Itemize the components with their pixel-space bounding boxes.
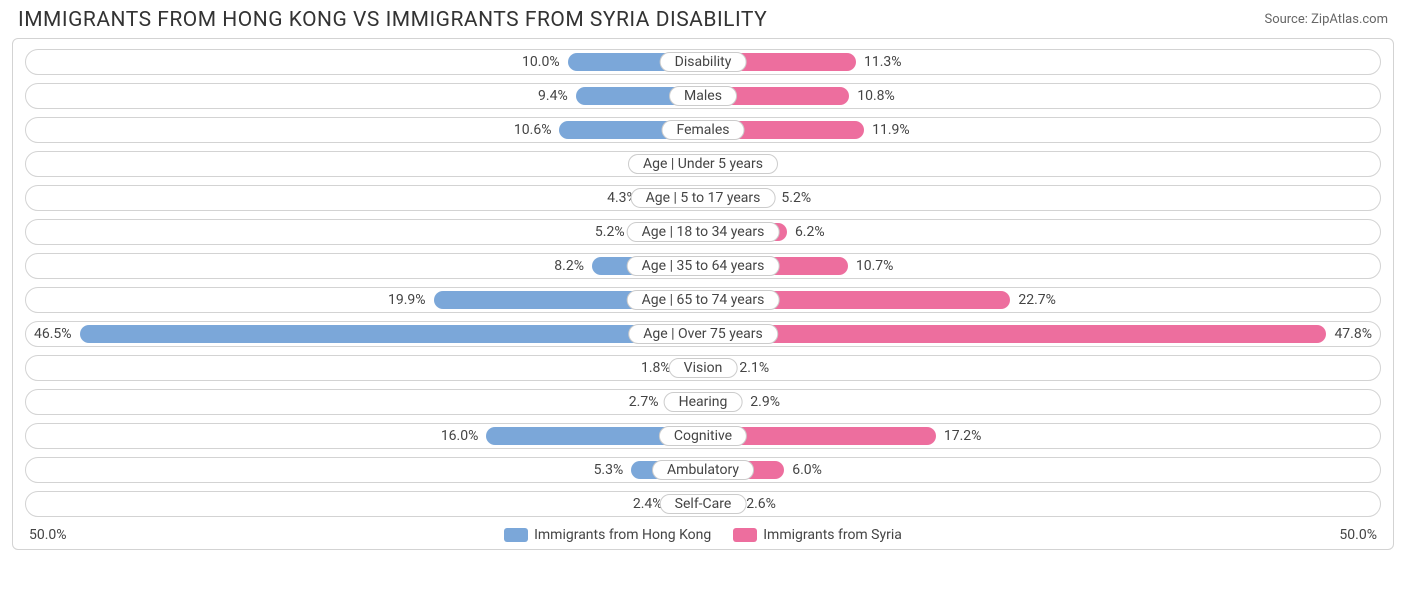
category-pill: Self-Care	[660, 494, 747, 514]
chart-row: 5.3% 6.0% Ambulatory	[25, 457, 1381, 483]
category-pill: Age | 5 to 17 years	[631, 188, 776, 208]
right-half: 2.6%	[703, 492, 1380, 516]
legend-item-left: Immigrants from Hong Kong	[504, 527, 711, 543]
legend-label-right: Immigrants from Syria	[763, 527, 902, 543]
left-half: 10.6%	[26, 118, 703, 142]
category-pill: Ambulatory	[652, 460, 754, 480]
chart-row: 2.4%2.6%Self-Care	[25, 491, 1381, 517]
right-half: 10.8%	[703, 84, 1380, 108]
left-value-label: 16.0%	[433, 428, 487, 444]
left-half: 16.0%	[26, 424, 703, 448]
category-pill: Disability	[660, 52, 747, 72]
right-half: 5.2%	[703, 186, 1380, 210]
left-bar	[80, 325, 703, 343]
chart-header: IMMIGRANTS FROM HONG KONG VS IMMIGRANTS …	[0, 0, 1406, 38]
left-half: 1.8%	[26, 356, 703, 380]
chart-row: 1.8% 2.1%Vision	[25, 355, 1381, 381]
right-half: 6.2%	[703, 220, 1380, 244]
right-value-label: 10.8%	[849, 88, 903, 104]
chart-row: 10.0% 11.3% Disability	[25, 49, 1381, 75]
left-value-label: 8.2%	[546, 258, 592, 274]
left-value-label: 5.3%	[586, 462, 632, 478]
chart-row: 8.2% 10.7% Age | 35 to 64 years	[25, 253, 1381, 279]
left-value-label: 10.0%	[514, 54, 568, 70]
right-half: 11.3%	[703, 50, 1380, 74]
chart-footer: 50.0% Immigrants from Hong Kong Immigran…	[13, 525, 1393, 543]
left-half: 19.9%	[26, 288, 703, 312]
chart-row: 4.3% 5.2%Age | 5 to 17 years	[25, 185, 1381, 211]
left-value-label: 9.4%	[530, 88, 576, 104]
right-value-label: 2.9%	[742, 394, 788, 410]
chart-row: 16.0% 17.2% Cognitive	[25, 423, 1381, 449]
right-value-label: 2.1%	[731, 360, 777, 376]
right-half: 17.2%	[703, 424, 1380, 448]
chart-row: 5.2% 6.2% Age | 18 to 34 years	[25, 219, 1381, 245]
right-value-label: 22.7%	[1010, 292, 1064, 308]
right-value-label: 11.9%	[864, 122, 918, 138]
left-half: 2.4%	[26, 492, 703, 516]
right-value-label: 11.3%	[856, 54, 910, 70]
right-value-label: 17.2%	[936, 428, 990, 444]
axis-right-label: 50.0%	[1339, 527, 1377, 543]
legend: Immigrants from Hong Kong Immigrants fro…	[504, 527, 902, 543]
category-pill: Age | Over 75 years	[628, 324, 778, 344]
left-half: 4.3%	[26, 186, 703, 210]
right-value-label: 6.2%	[787, 224, 833, 240]
chart-row: 10.6% 11.9% Females	[25, 117, 1381, 143]
category-pill: Vision	[669, 358, 738, 378]
legend-swatch-right	[733, 528, 757, 542]
category-pill: Hearing	[664, 392, 743, 412]
category-pill: Age | 35 to 64 years	[627, 256, 780, 276]
legend-label-left: Immigrants from Hong Kong	[534, 527, 711, 543]
right-half: 2.9%	[703, 390, 1380, 414]
left-half: 9.4%	[26, 84, 703, 108]
left-half: 0.95%	[26, 152, 703, 176]
right-half: 11.9%	[703, 118, 1380, 142]
right-value-label: 5.2%	[773, 190, 819, 206]
category-pill: Males	[669, 86, 737, 106]
left-half: 46.5%	[26, 322, 703, 346]
right-half: 10.7%	[703, 254, 1380, 278]
left-half: 10.0%	[26, 50, 703, 74]
chart-title: IMMIGRANTS FROM HONG KONG VS IMMIGRANTS …	[18, 8, 767, 32]
right-value-label: 6.0%	[784, 462, 830, 478]
left-half: 8.2%	[26, 254, 703, 278]
right-half: 22.7%	[703, 288, 1380, 312]
left-half: 5.3%	[26, 458, 703, 482]
left-half: 5.2%	[26, 220, 703, 244]
right-half: 2.1%	[703, 356, 1380, 380]
right-half: 6.0%	[703, 458, 1380, 482]
category-pill: Age | 18 to 34 years	[627, 222, 780, 242]
left-value-label: 19.9%	[380, 292, 434, 308]
category-pill: Age | Under 5 years	[628, 154, 778, 174]
left-value-label: 10.6%	[506, 122, 560, 138]
left-value-label: 46.5%	[26, 326, 80, 342]
category-pill: Age | 65 to 74 years	[627, 290, 780, 310]
category-pill: Females	[662, 120, 745, 140]
right-bar	[703, 325, 1326, 343]
axis-left-label: 50.0%	[29, 527, 67, 543]
left-value-label: 2.7%	[621, 394, 667, 410]
right-value-label: 10.7%	[848, 258, 902, 274]
category-pill: Cognitive	[659, 426, 747, 446]
right-half: 1.1%	[703, 152, 1380, 176]
legend-item-right: Immigrants from Syria	[733, 527, 902, 543]
chart-source: Source: ZipAtlas.com	[1264, 12, 1388, 27]
chart-row: 19.9% 22.7% Age | 65 to 74 years	[25, 287, 1381, 313]
chart-row: 46.5% 47.8% Age | Over 75 years	[25, 321, 1381, 347]
chart-row: 9.4% 10.8% Males	[25, 83, 1381, 109]
chart-row: 0.95%1.1%Age | Under 5 years	[25, 151, 1381, 177]
rows-container: 10.0%11.3%Disability9.4%10.8%Males10.6%1…	[13, 49, 1393, 517]
legend-swatch-left	[504, 528, 528, 542]
right-value-label: 47.8%	[1326, 326, 1380, 342]
left-half: 2.7%	[26, 390, 703, 414]
chart-row: 2.7% 2.9%Hearing	[25, 389, 1381, 415]
right-half: 47.8%	[703, 322, 1380, 346]
chart-area: 10.0%11.3%Disability9.4%10.8%Males10.6%1…	[12, 38, 1394, 550]
